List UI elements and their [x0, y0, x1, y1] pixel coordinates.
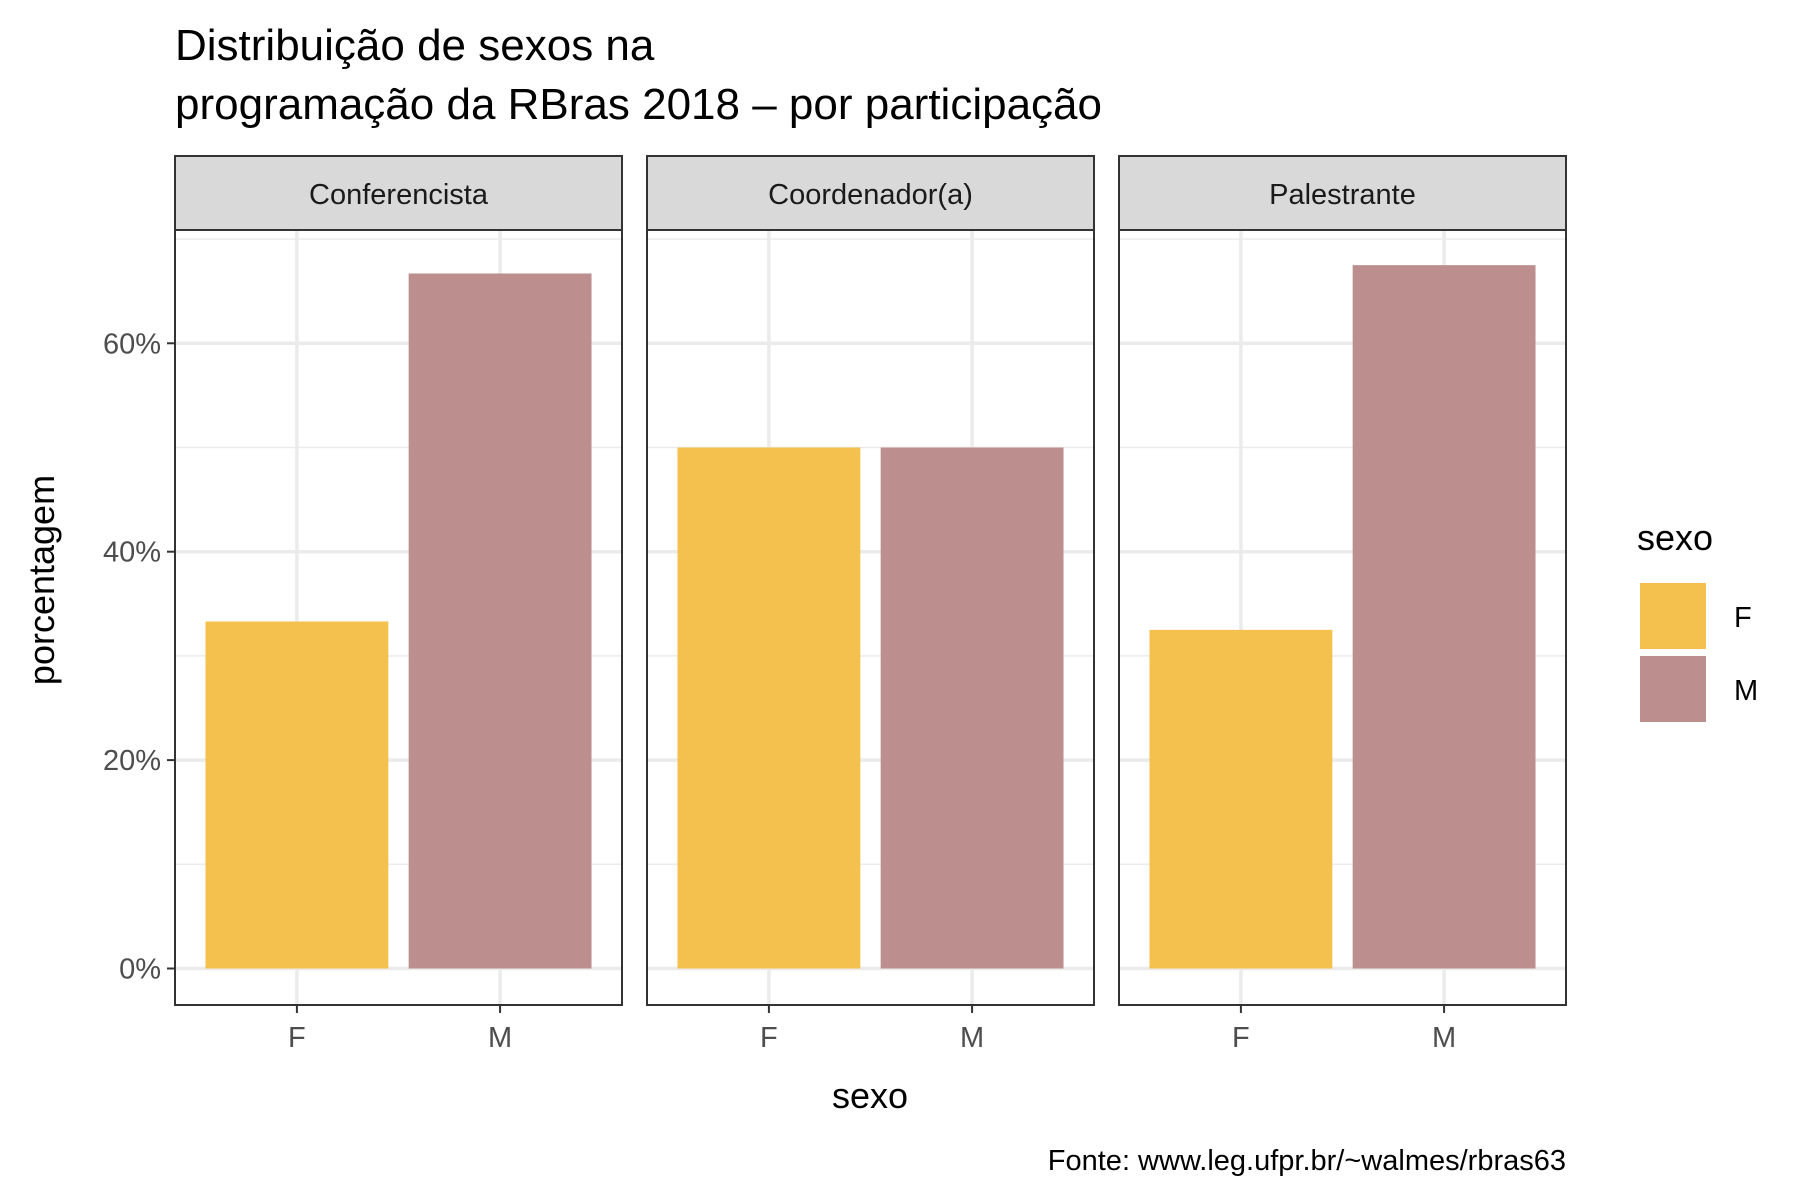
bar-palestrante-m — [1352, 265, 1536, 969]
bar-coordenadora-f — [677, 447, 861, 969]
x-tick-label: F — [288, 1022, 306, 1054]
bar-conferencista-f — [205, 621, 389, 969]
y-tick-label: 20% — [103, 745, 161, 777]
legend-label-m: M — [1734, 675, 1758, 707]
bar-conferencista-m — [408, 273, 592, 969]
legend: sexo F M — [1637, 517, 1758, 722]
x-tick-label: M — [960, 1022, 984, 1054]
facet-strip — [174, 155, 623, 231]
y-tick-label: 60% — [103, 328, 161, 360]
chart-title-line1: Distribuição de sexos na — [175, 21, 655, 70]
x-axis-title: sexo — [832, 1075, 908, 1116]
legend-label-f: F — [1734, 602, 1752, 634]
legend-title: sexo — [1637, 517, 1713, 558]
legend-key-m — [1640, 656, 1706, 722]
panel-border — [1118, 229, 1567, 1006]
legend-key-f — [1640, 583, 1706, 649]
panel-border — [646, 229, 1095, 1006]
x-tick-label: M — [1432, 1022, 1456, 1054]
panel-border — [174, 229, 623, 1006]
y-tick-label: 40% — [103, 537, 161, 569]
bar-palestrante-f — [1149, 629, 1333, 969]
x-tick-label: M — [488, 1022, 512, 1054]
caption: Fonte: www.leg.ufpr.br/~walmes/rbras63 — [1048, 1145, 1566, 1177]
y-tick-label: 0% — [119, 954, 161, 986]
bar-coordenadora-m — [880, 447, 1064, 969]
facet-label: Palestrante — [1269, 179, 1416, 211]
x-tick-label: F — [760, 1022, 778, 1054]
x-tick-label: F — [1232, 1022, 1250, 1054]
facet-label: Conferencista — [309, 179, 489, 211]
y-axis-title: porcentagem — [21, 475, 62, 685]
facet-strip — [1118, 155, 1567, 231]
chart-title-line2: programação da RBras 2018 – por particip… — [175, 80, 1102, 129]
facet-label: Coordenador(a) — [768, 179, 973, 211]
